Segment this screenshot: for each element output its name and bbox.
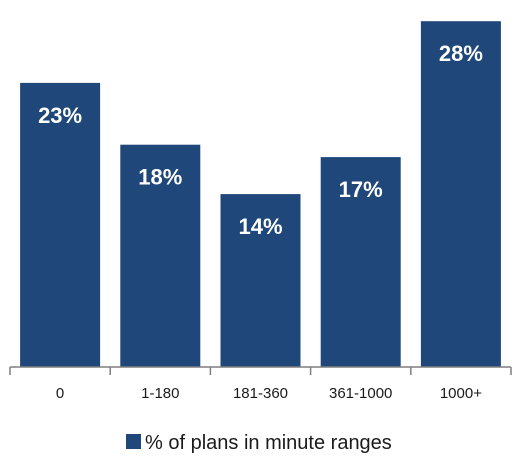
tick-label-181-360: 181-360	[233, 385, 288, 402]
tick-label-0: 0	[56, 385, 64, 402]
tick-label-1000+: 1000+	[440, 385, 482, 402]
legend: % of plans in minute ranges	[126, 432, 392, 454]
legend-swatch	[126, 434, 141, 449]
x-axis-tick-labels: 0 1-180 181-360 361-1000 1000+	[56, 385, 482, 402]
bars-group	[20, 21, 501, 368]
data-label-181-360: 14%	[238, 214, 282, 239]
x-axis-ticks	[9, 367, 512, 375]
bar-181-360	[220, 194, 301, 367]
tick-label-361-1000: 361-1000	[329, 385, 392, 402]
tick-label-1-180: 1-180	[141, 385, 179, 402]
data-label-1000+: 28%	[439, 41, 483, 66]
bar-0	[20, 82, 101, 368]
data-label-1-180: 18%	[138, 165, 182, 190]
legend-label: % of plans in minute ranges	[145, 432, 392, 454]
data-label-361-1000: 17%	[339, 177, 383, 202]
data-label-0: 23%	[38, 103, 82, 128]
bar-1-180	[120, 144, 201, 367]
bar-1000+	[420, 21, 501, 367]
bar-361-1000	[320, 157, 401, 367]
data-labels-group: 23% 18% 14% 17% 28%	[38, 41, 483, 239]
